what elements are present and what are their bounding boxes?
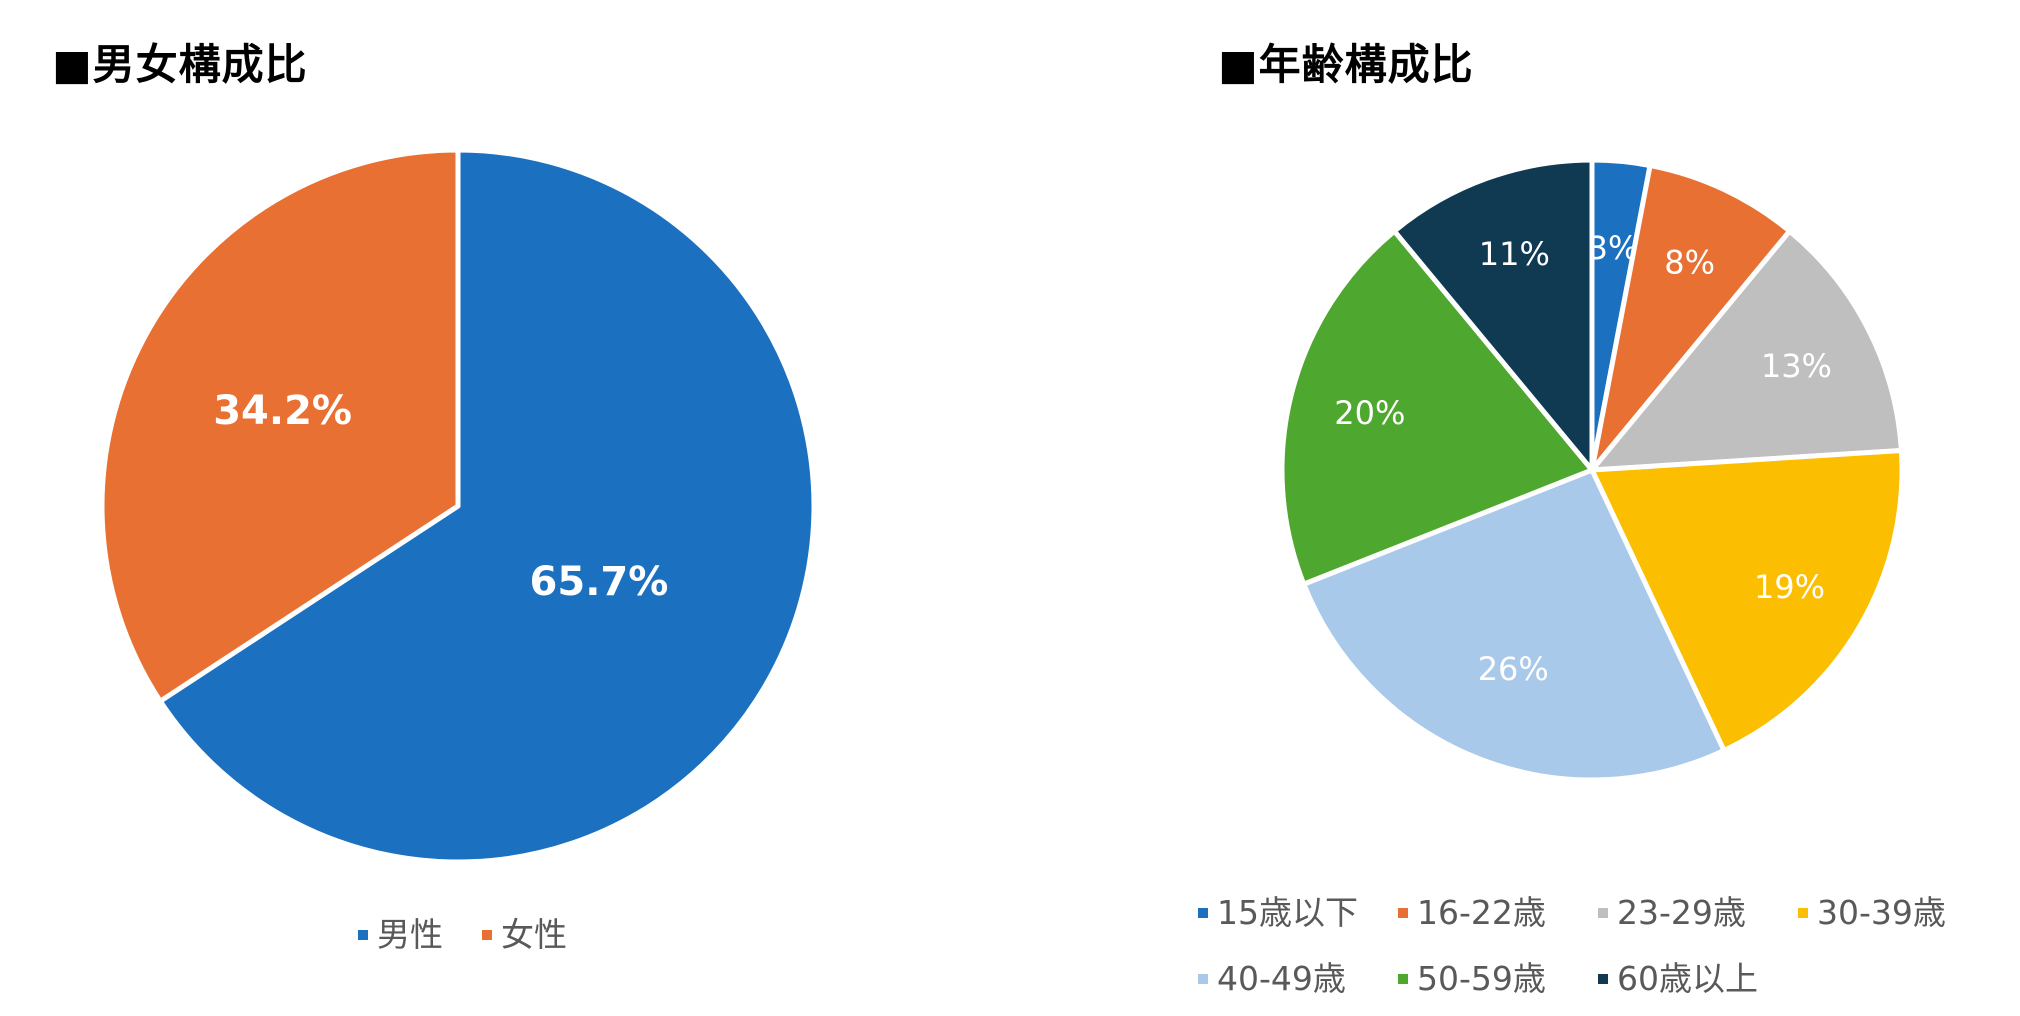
legend0-label-0: 男性 <box>377 915 443 954</box>
legend1-label-5: 50-59歳 <box>1417 959 1546 998</box>
legend0-item-0: 男性 <box>358 918 443 951</box>
legend0-label-1: 女性 <box>501 915 567 954</box>
pie0-data-label-1: 34.2% <box>213 388 352 434</box>
legend0-swatch-1 <box>482 929 492 940</box>
legend1-swatch-0 <box>1198 907 1208 918</box>
legend1-swatch-6 <box>1598 973 1608 984</box>
pie1-data-label-4: 26% <box>1478 650 1549 688</box>
legend1-label-0: 15歳以下 <box>1217 893 1358 932</box>
legend0-swatch-0 <box>358 929 368 940</box>
pie1-data-label-5: 20% <box>1334 394 1405 432</box>
pie1-slice-4 <box>1301 467 1727 783</box>
pie1-data-label-1: 8% <box>1664 243 1715 281</box>
legend1-label-2: 23-29歳 <box>1617 893 1746 932</box>
legend1-item-3: 30-39歳 <box>1798 896 1946 929</box>
pie1-slice-2 <box>1589 228 1904 473</box>
legend1-swatch-2 <box>1598 907 1608 918</box>
legend1-swatch-4 <box>1198 973 1208 984</box>
pie0-slice-0 <box>157 147 817 865</box>
legend1-swatch-1 <box>1398 907 1408 918</box>
legend0-item-1: 女性 <box>482 918 567 951</box>
legend1-swatch-5 <box>1398 973 1408 984</box>
legend1-label-3: 30-39歳 <box>1817 893 1946 932</box>
legend1-label-6: 60歳以上 <box>1617 959 1758 998</box>
legend1-item-5: 50-59歳 <box>1398 962 1546 995</box>
pie0-slice-1 <box>99 147 461 704</box>
legend1-item-0: 15歳以下 <box>1198 896 1358 929</box>
legend1-swatch-3 <box>1798 907 1808 918</box>
legend1-item-1: 16-22歳 <box>1398 896 1546 929</box>
gender-chart-title: ■男女構成比 <box>52 40 308 89</box>
pie1-data-label-3: 19% <box>1754 568 1825 606</box>
pie1-slice-3 <box>1589 448 1905 753</box>
pie1-slice-1 <box>1589 162 1793 473</box>
pie0-data-label-0: 65.7% <box>530 559 669 605</box>
legend1-item-2: 23-29歳 <box>1598 896 1746 929</box>
age-chart-title: ■年齢構成比 <box>1218 40 1474 89</box>
pie1-slice-5 <box>1279 228 1595 587</box>
pie1-data-label-2: 13% <box>1761 347 1832 385</box>
legend1-item-6: 60歳以上 <box>1598 962 1758 995</box>
pie1-data-label-6: 11% <box>1479 235 1550 273</box>
legend1-label-4: 40-49歳 <box>1217 959 1346 998</box>
pie1-slice-6 <box>1391 157 1595 473</box>
legend1-item-4: 40-49歳 <box>1198 962 1346 995</box>
legend1-label-1: 16-22歳 <box>1417 893 1546 932</box>
